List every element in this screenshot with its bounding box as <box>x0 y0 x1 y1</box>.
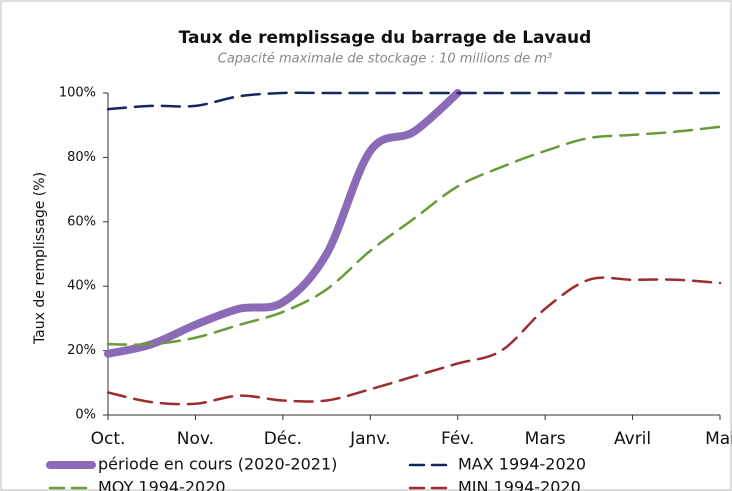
chart-subtitle: Capacité maximale de stockage : 10 milli… <box>218 52 552 67</box>
series-line <box>106 91 722 111</box>
legend-label: MIN 1994-2020 <box>458 478 581 491</box>
x-tick-label: Mars <box>525 429 566 449</box>
x-tick-label: Avril <box>614 429 651 449</box>
legend-label: MAX 1994-2020 <box>458 455 586 474</box>
y-tick-label: 100% <box>59 86 96 101</box>
x-tick-label: Déc. <box>264 429 302 449</box>
x-tick-label: Janv. <box>349 429 390 449</box>
y-tick-label: 20% <box>67 343 96 358</box>
legend-label: MOY 1994-2020 <box>98 478 226 491</box>
y-tick-label: 40% <box>67 279 96 294</box>
x-tick-label: Oct. <box>91 429 126 449</box>
y-tick-label: 60% <box>67 214 96 229</box>
chart-title: Taux de remplissage du barrage de Lavaud <box>179 28 592 48</box>
series-line <box>104 89 462 358</box>
x-tick-label: Mai <box>705 429 732 449</box>
y-tick-label: 80% <box>67 150 96 165</box>
series-line <box>106 125 722 346</box>
y-axis-label: Taux de remplissage (%) <box>32 172 48 345</box>
series-line <box>106 276 722 406</box>
y-tick-label: 0% <box>75 408 96 423</box>
x-tick-label: Nov. <box>177 429 214 449</box>
x-tick-label: Fév. <box>441 429 474 449</box>
legend-label: période en cours (2020-2021) <box>98 455 337 474</box>
